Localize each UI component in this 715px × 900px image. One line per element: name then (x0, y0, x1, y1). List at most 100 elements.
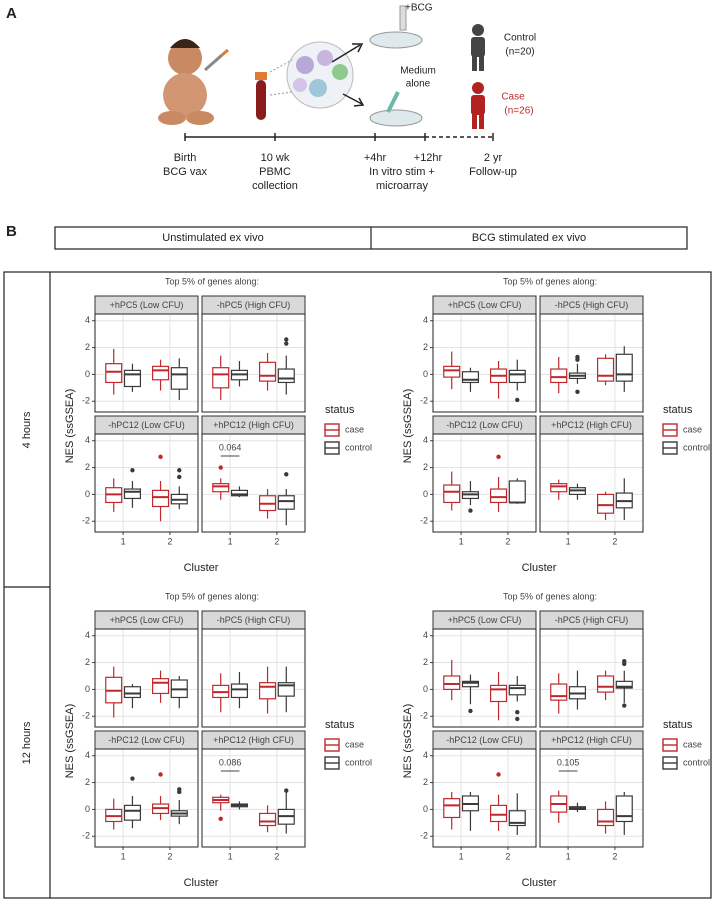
x-tick-label: 2 (274, 536, 279, 546)
outlier (468, 508, 473, 513)
legend-label: control (683, 442, 710, 452)
facet-label: +hPC5 (Low CFU) (448, 615, 522, 625)
outlier (130, 468, 135, 473)
x-tick-label: 1 (121, 851, 126, 861)
x-tick-label: 2 (274, 851, 279, 861)
outlier (158, 772, 163, 777)
outlier (575, 389, 580, 395)
facet-label: +hPC5 (Low CFU) (448, 300, 522, 310)
box (508, 369, 526, 384)
baby-icon (158, 39, 229, 125)
timeline-label: 10 wk (261, 152, 290, 164)
legend-title: status (663, 404, 693, 416)
outlier (284, 788, 289, 793)
y-tick-label: 4 (423, 750, 428, 760)
y-tick-label: 4 (423, 630, 428, 640)
box (277, 368, 295, 384)
box (508, 684, 526, 696)
y-tick-label: -2 (82, 711, 90, 721)
box (123, 686, 142, 699)
facet-border (432, 433, 537, 533)
legend-label: case (345, 739, 364, 749)
y-tick-label: 0 (85, 489, 90, 499)
y-axis-label: NES (ssGSEA) (64, 389, 76, 464)
facet-label: +hPC12 (High CFU) (213, 420, 294, 430)
x-tick-label: 1 (228, 851, 233, 861)
outlier (158, 454, 163, 460)
y-tick-label: 0 (85, 804, 90, 814)
chart-title: Top 5% of genes along: (503, 591, 597, 601)
legend-label: case (683, 424, 702, 434)
timeline-label: 2 yr (484, 152, 503, 164)
facet-border (94, 313, 199, 413)
facet-panel (202, 314, 305, 412)
box (489, 804, 508, 823)
facet-border (201, 748, 306, 848)
facet-label: -hPC5 (High CFU) (217, 300, 291, 310)
row-header: 12 hours (21, 721, 33, 764)
legend-label: case (683, 739, 702, 749)
facet-label: +hPC12 (High CFU) (551, 420, 632, 430)
facet-label: -hPC12 (Low CFU) (108, 735, 185, 745)
case-person-icon (471, 82, 485, 129)
box (230, 683, 249, 699)
y-tick-label: 0 (423, 684, 428, 694)
facet-panel (95, 749, 198, 847)
box (258, 682, 277, 700)
y-tick-label: 0 (85, 684, 90, 694)
y-tick-label: 4 (423, 315, 428, 325)
timeline-label: microarray (376, 180, 428, 192)
facet-panel (540, 434, 643, 532)
outlier (218, 465, 223, 470)
box (615, 353, 633, 382)
box-chart: Top 5% of genes along: NES (ssGSEA) Cluste… (64, 276, 372, 574)
box (105, 363, 123, 384)
outlier (515, 716, 520, 722)
box (123, 804, 142, 821)
y-tick-label: 0 (423, 489, 428, 499)
y-tick-label: 2 (85, 657, 90, 667)
y-tick-label: 0 (85, 369, 90, 379)
x-tick-label: 1 (566, 536, 571, 546)
outlier (177, 474, 182, 480)
y-tick-label: -2 (82, 831, 90, 841)
chart-title: Top 5% of genes along: (165, 591, 259, 601)
outlier (496, 772, 501, 777)
timeline-label: collection (252, 180, 298, 192)
control-person-icon (471, 24, 485, 71)
facet-border (539, 748, 644, 848)
box (258, 812, 277, 827)
box (461, 371, 480, 384)
y-axis-label: NES (ssGSEA) (402, 704, 414, 779)
box (258, 361, 277, 382)
facet-border (201, 313, 306, 413)
legend-title: status (663, 719, 693, 731)
facet-label: -hPC5 (High CFU) (217, 615, 291, 625)
box (596, 808, 615, 827)
p-value: 0.064 (219, 442, 242, 452)
timeline-label: Follow-up (469, 166, 517, 178)
y-tick-label: -2 (420, 831, 428, 841)
y-tick-label: -2 (420, 396, 428, 406)
p-value: 0.086 (219, 757, 242, 767)
legend-title: status (325, 404, 355, 416)
legend-label: case (345, 424, 364, 434)
legend-label: control (345, 757, 372, 767)
facet-border (539, 433, 644, 533)
x-tick-label: 2 (167, 851, 172, 861)
y-tick-label: -2 (420, 711, 428, 721)
facet-panel (202, 629, 305, 727)
outlier (575, 354, 580, 360)
y-tick-label: 2 (423, 342, 428, 352)
box (550, 683, 568, 701)
legend-title: status (325, 719, 355, 731)
facet-border (539, 628, 644, 728)
x-tick-label: 2 (612, 536, 617, 546)
facet-label: -hPC5 (High CFU) (555, 300, 629, 310)
outlier (177, 787, 182, 792)
box (443, 484, 461, 504)
column-header: Unstimulated ex vivo (162, 232, 264, 244)
facet-panel (540, 629, 643, 727)
box (443, 675, 461, 691)
timeline-label: +4hr (364, 152, 387, 164)
